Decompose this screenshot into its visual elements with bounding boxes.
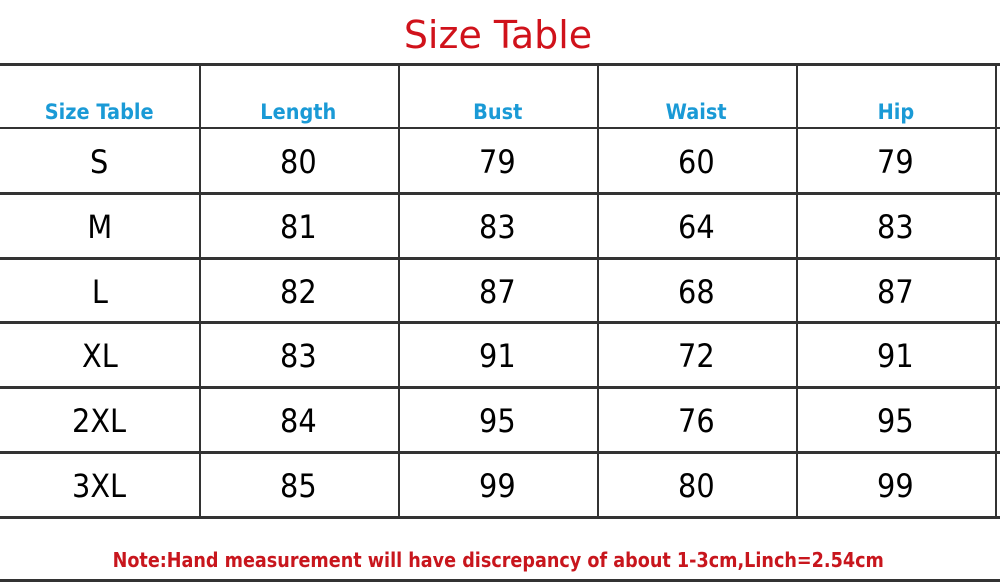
cell-value: 95 (479, 402, 516, 440)
cell-value: 87 (479, 273, 516, 311)
measurement-cell: 95 (796, 389, 995, 453)
cell-value: 81 (280, 208, 317, 246)
cell-value: M (87, 208, 112, 246)
measurement-cell: 64 (597, 195, 796, 259)
column-header-label: Bust (472, 100, 523, 124)
cell-value: 80 (678, 467, 715, 505)
cell-value: 99 (877, 467, 914, 505)
table-rule (0, 257, 1000, 260)
cell-value: 76 (678, 402, 715, 440)
size-label-cell: 2XL (0, 389, 199, 453)
measurement-cell: 72 (597, 324, 796, 388)
measurement-cell: 83 (199, 324, 398, 388)
table-rule (0, 386, 1000, 389)
column-header: Hip (796, 80, 995, 144)
column-header-label: Waist (665, 100, 728, 124)
measurement-cell: 79 (796, 130, 995, 194)
measurement-note: Note:Hand measurement will have discrepa… (0, 548, 996, 572)
measurement-cell: 99 (398, 454, 597, 518)
cell-value: 79 (877, 143, 914, 181)
cell-value: XL (81, 337, 118, 375)
size-label-cell: S (0, 130, 199, 194)
table-rule (0, 192, 1000, 195)
cell-value: 91 (877, 337, 914, 375)
table-rule (0, 63, 1000, 66)
measurement-cell: 82 (199, 260, 398, 324)
column-divider (199, 63, 201, 517)
column-divider (995, 63, 997, 517)
measurement-cell: 84 (199, 389, 398, 453)
cell-value: 83 (280, 337, 317, 375)
column-header-label: Length (260, 100, 337, 124)
measurement-cell: 83 (796, 195, 995, 259)
cell-value: 87 (877, 273, 914, 311)
cell-value: 64 (678, 208, 715, 246)
size-label-cell: M (0, 195, 199, 259)
table-rule (0, 516, 1000, 519)
cell-value: 95 (877, 402, 914, 440)
note-text: Note:Hand measurement will have discrepa… (112, 548, 884, 572)
cell-value: L (91, 273, 108, 311)
cell-value: 80 (280, 143, 317, 181)
cell-value: 82 (280, 273, 317, 311)
column-header: Waist (597, 80, 796, 144)
column-header: Size Table (0, 80, 199, 144)
measurement-cell: 80 (597, 454, 796, 518)
column-divider (796, 63, 798, 517)
column-header-label: Hip (877, 100, 914, 124)
measurement-cell: 87 (398, 260, 597, 324)
size-label-cell: 3XL (0, 454, 199, 518)
table-rule (0, 579, 1000, 582)
measurement-cell: 91 (398, 324, 597, 388)
cell-value: 83 (479, 208, 516, 246)
cell-value: 84 (280, 402, 317, 440)
measurement-cell: 79 (398, 130, 597, 194)
table-rule (0, 127, 1000, 129)
cell-value: 2XL (72, 402, 127, 440)
cell-value: 60 (678, 143, 715, 181)
table-rule (0, 321, 1000, 324)
cell-value: 85 (280, 467, 317, 505)
cell-value: 79 (479, 143, 516, 181)
measurement-cell: 83 (398, 195, 597, 259)
size-label-cell: XL (0, 324, 199, 388)
column-divider (597, 63, 599, 517)
measurement-cell: 76 (597, 389, 796, 453)
page-title: Size Table (403, 13, 593, 57)
measurement-cell: 91 (796, 324, 995, 388)
measurement-cell: 80 (199, 130, 398, 194)
column-header: Bust (398, 80, 597, 144)
cell-value: S (90, 143, 109, 181)
cell-value: 99 (479, 467, 516, 505)
column-divider (398, 63, 400, 517)
table-rule (0, 451, 1000, 454)
cell-value: 83 (877, 208, 914, 246)
cell-value: 3XL (72, 467, 127, 505)
cell-value: 68 (678, 273, 715, 311)
cell-value: 91 (479, 337, 516, 375)
column-header-label: Size Table (45, 100, 154, 124)
measurement-cell: 85 (199, 454, 398, 518)
measurement-cell: 60 (597, 130, 796, 194)
size-label-cell: L (0, 260, 199, 324)
measurement-cell: 87 (796, 260, 995, 324)
measurement-cell: 68 (597, 260, 796, 324)
cell-value: 72 (678, 337, 715, 375)
column-header: Length (199, 80, 398, 144)
measurement-cell: 99 (796, 454, 995, 518)
measurement-cell: 95 (398, 389, 597, 453)
measurement-cell: 81 (199, 195, 398, 259)
